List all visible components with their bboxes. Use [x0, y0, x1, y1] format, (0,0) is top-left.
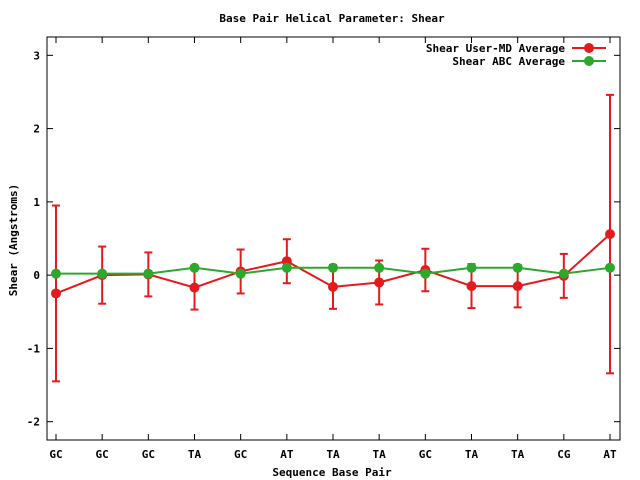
series-1: [51, 93, 615, 383]
data-point: [281, 262, 292, 273]
y-axis: -2 -1 0 1 2 3: [27, 49, 620, 429]
data-point: [374, 277, 385, 288]
x-tick-label: TA: [188, 448, 202, 461]
y-axis-label: Shear (Angstroms): [7, 184, 20, 297]
x-tick-label: GC: [96, 448, 109, 461]
y-tick-label: 3: [33, 49, 40, 62]
series-layer: [51, 93, 615, 383]
x-axis: GC GC GC TA GC AT TA TA GC TA TA CG AT: [49, 37, 617, 461]
data-point: [466, 262, 477, 273]
data-point: [605, 229, 615, 240]
data-point: [374, 262, 385, 273]
legend-label: Shear ABC Average: [452, 55, 565, 68]
data-point: [51, 268, 61, 279]
data-point: [328, 281, 338, 292]
y-tick-label: -1: [27, 342, 41, 355]
x-tick-label: TA: [465, 448, 479, 461]
chart-title: Base Pair Helical Parameter: Shear: [219, 12, 445, 25]
x-tick-label: AT: [280, 448, 294, 461]
x-tick-label: GC: [49, 448, 62, 461]
series-2: [51, 262, 615, 279]
x-tick-label: TA: [326, 448, 340, 461]
x-tick-label: GC: [142, 448, 155, 461]
legend-marker: [584, 43, 594, 53]
data-point: [420, 268, 431, 279]
data-point: [558, 268, 569, 279]
data-point: [189, 262, 200, 273]
plot-frame: [46, 36, 621, 441]
data-point: [235, 268, 246, 279]
x-axis-label: Sequence Base Pair: [272, 466, 392, 479]
x-tick-label: CG: [557, 448, 571, 461]
data-point: [605, 262, 615, 273]
y-tick-label: -2: [27, 416, 40, 429]
x-tick-label: TA: [373, 448, 387, 461]
x-tick-label: GC: [234, 448, 247, 461]
data-point: [466, 281, 477, 292]
legend-label: Shear User-MD Average: [426, 42, 565, 55]
y-tick-label: 1: [33, 196, 40, 209]
data-point: [143, 268, 154, 279]
y-tick-label: 2: [33, 123, 40, 136]
data-point: [97, 268, 108, 279]
data-point: [512, 262, 523, 273]
x-tick-label: GC: [419, 448, 432, 461]
data-point: [512, 281, 523, 292]
data-point: [189, 282, 200, 293]
legend-marker: [584, 56, 594, 66]
y-tick-label: 0: [33, 269, 40, 282]
x-tick-label: TA: [511, 448, 525, 461]
x-tick-label: AT: [603, 448, 617, 461]
data-point: [51, 288, 61, 299]
data-point: [328, 262, 338, 273]
